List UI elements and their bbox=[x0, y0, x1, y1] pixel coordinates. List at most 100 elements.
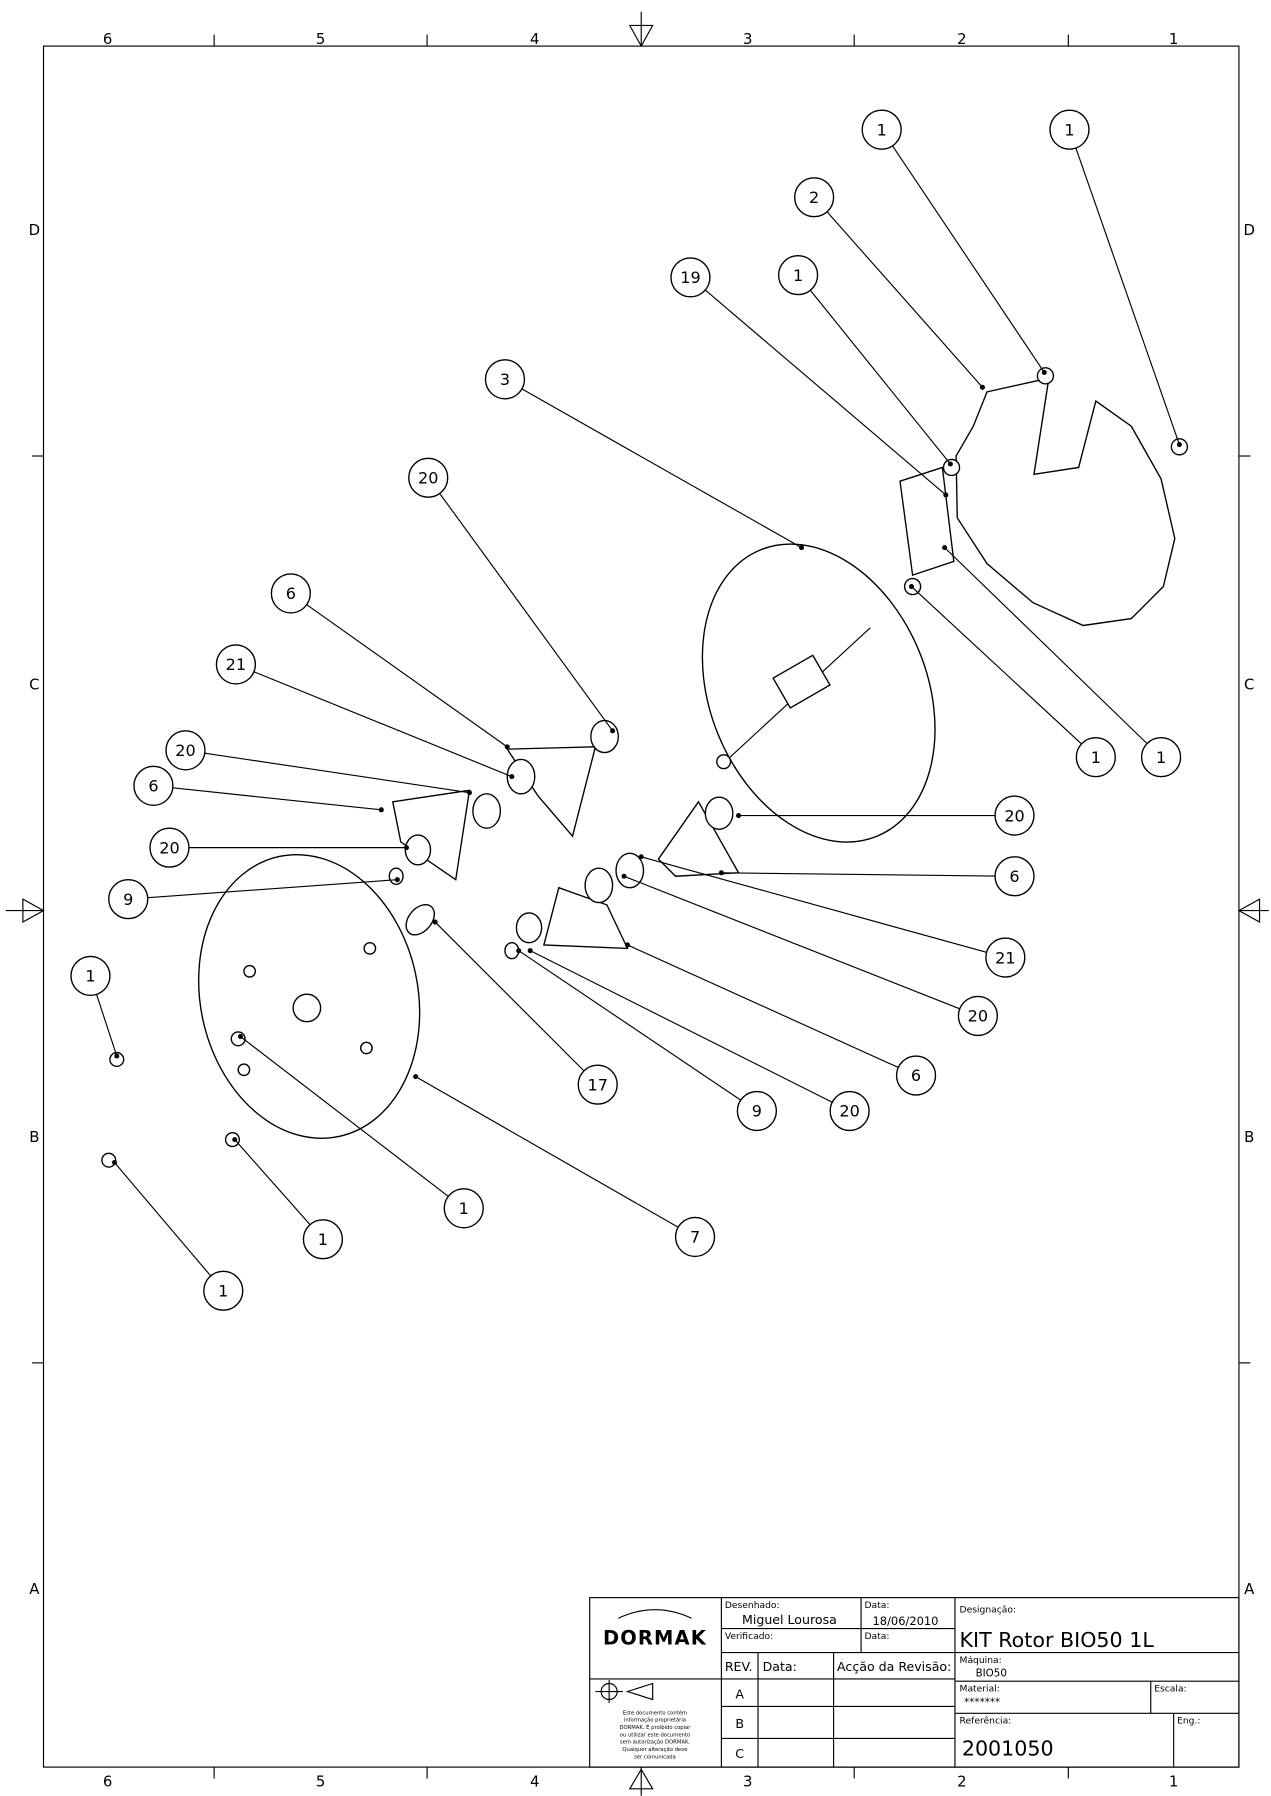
balloon-label: 1 bbox=[218, 1281, 228, 1300]
notice-line: DORMAK. É proibido copiar bbox=[619, 1723, 691, 1731]
zone-column-label: 2 bbox=[957, 1773, 966, 1791]
notice-line: Qualquer alteração deve bbox=[622, 1747, 687, 1753]
balloon-label: 6 bbox=[286, 584, 296, 603]
plate-2 bbox=[955, 377, 1176, 627]
balloon-label: 21 bbox=[995, 948, 1015, 967]
zone-column-label: 6 bbox=[103, 1773, 112, 1791]
balloon bbox=[302, 1219, 344, 1260]
leader-line bbox=[204, 752, 470, 794]
leader-dot bbox=[237, 1034, 243, 1040]
balloon-label: 20 bbox=[839, 1102, 859, 1121]
leader-line bbox=[114, 1162, 212, 1277]
balloon-label: 19 bbox=[680, 268, 700, 287]
label: Material: bbox=[960, 1684, 1000, 1695]
leader-dot bbox=[378, 807, 384, 813]
designation: KIT Rotor BIO50 1L bbox=[960, 1628, 1155, 1652]
leader-line bbox=[704, 289, 947, 496]
balloon bbox=[484, 359, 526, 400]
zone-column-label: 3 bbox=[743, 1773, 752, 1791]
label: Desenhado: bbox=[725, 1600, 780, 1611]
block-19 bbox=[899, 466, 955, 577]
zone-column-label: 2 bbox=[957, 30, 966, 48]
leader-dot bbox=[942, 545, 948, 551]
label: REV. bbox=[725, 1659, 753, 1674]
balloon-label: 1 bbox=[1156, 748, 1166, 767]
balloon-label: 3 bbox=[500, 370, 510, 389]
leader-line bbox=[641, 856, 987, 953]
balloon bbox=[1075, 737, 1116, 778]
leader-dot bbox=[509, 774, 515, 780]
leader-line bbox=[439, 493, 614, 732]
balloon bbox=[133, 765, 174, 806]
label: Designação: bbox=[960, 1605, 1017, 1616]
notice-line: informação proprietária bbox=[624, 1717, 686, 1724]
leader-line bbox=[892, 145, 1045, 373]
balloon bbox=[577, 1064, 618, 1105]
bracket-6c bbox=[657, 800, 740, 877]
notice-line: Este documento contém bbox=[623, 1709, 687, 1716]
rotor-hub bbox=[772, 654, 831, 709]
balloon-label: 1 bbox=[793, 266, 803, 285]
balloon bbox=[408, 457, 449, 498]
balloon-label: 2 bbox=[809, 188, 819, 207]
label: Data: bbox=[865, 1600, 890, 1611]
balloon-label: 20 bbox=[418, 468, 438, 487]
balloon-label: 6 bbox=[911, 1066, 921, 1085]
leader-dot bbox=[799, 545, 805, 551]
zone-row-label: C bbox=[29, 676, 39, 694]
balloon-label: 1 bbox=[1091, 748, 1101, 767]
label: Referência: bbox=[960, 1716, 1012, 1727]
rotor-3 bbox=[701, 543, 936, 843]
bracket-6d bbox=[543, 886, 629, 950]
zone-column-label: 1 bbox=[1169, 30, 1178, 48]
zone-column-label: 4 bbox=[530, 1773, 539, 1791]
notice-line: ser comunicada bbox=[634, 1754, 676, 1760]
leader-line bbox=[826, 211, 983, 388]
zone-row-label: C bbox=[1244, 676, 1254, 694]
balloon bbox=[829, 1090, 870, 1132]
zone-row-label: D bbox=[29, 221, 40, 239]
balloon bbox=[957, 995, 999, 1037]
balloon-label: 20 bbox=[175, 741, 195, 760]
leader-line bbox=[95, 994, 118, 1057]
zone-column-label: 5 bbox=[316, 1773, 325, 1791]
balloon-label: 6 bbox=[1009, 867, 1019, 886]
value: 18/06/2010 bbox=[873, 1614, 939, 1628]
label: Data: bbox=[763, 1659, 797, 1674]
zone-row-label: A bbox=[1244, 1580, 1255, 1598]
balloon-label: 1 bbox=[877, 120, 887, 139]
zone-column-label: 5 bbox=[316, 30, 325, 48]
balloon-label: 20 bbox=[1004, 806, 1024, 825]
balloon bbox=[994, 795, 1035, 836]
leader-line bbox=[240, 1036, 449, 1197]
label: Máquina: bbox=[960, 1655, 1002, 1666]
leader-dot bbox=[403, 845, 410, 851]
label: Data: bbox=[865, 1631, 890, 1642]
balloon-label: 1 bbox=[85, 967, 95, 986]
zone-column-label: 1 bbox=[1169, 1773, 1178, 1791]
balloon bbox=[149, 827, 190, 868]
leader-line bbox=[434, 921, 585, 1072]
leader-dot bbox=[621, 873, 627, 879]
balloon bbox=[994, 856, 1035, 897]
balloon-label: 20 bbox=[159, 838, 179, 857]
label: Eng.: bbox=[1177, 1716, 1200, 1727]
balloon bbox=[165, 730, 206, 771]
balloon bbox=[443, 1188, 484, 1229]
leader-line bbox=[306, 604, 508, 748]
leader-line bbox=[809, 289, 951, 465]
company-logo: DORMAK bbox=[603, 1627, 707, 1650]
leader-line bbox=[172, 787, 382, 811]
balloon-label: 1 bbox=[1064, 120, 1074, 139]
reference: 2001050 bbox=[962, 1737, 1054, 1761]
leader-dot bbox=[624, 942, 631, 948]
balloon-label: 17 bbox=[588, 1075, 608, 1094]
value: Miguel Lourosa bbox=[742, 1612, 837, 1627]
balloon-label: 9 bbox=[752, 1102, 762, 1121]
balloon bbox=[736, 1090, 778, 1132]
leader-dot bbox=[527, 948, 533, 954]
zone-column-label: 4 bbox=[530, 30, 539, 48]
parts bbox=[101, 367, 1189, 1168]
